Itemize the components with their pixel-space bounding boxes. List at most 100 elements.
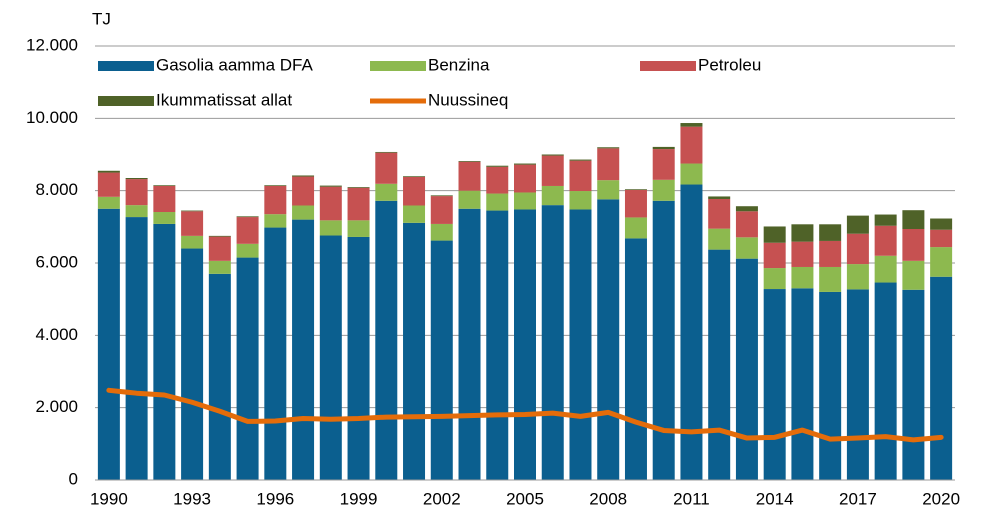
bar-segment — [430, 195, 453, 197]
bar-segment — [208, 260, 231, 274]
line-series — [106, 387, 944, 443]
bar-segment — [319, 186, 342, 221]
bar-segment — [874, 282, 897, 480]
bar-segment — [486, 210, 509, 480]
x-tick-label: 1999 — [340, 489, 378, 508]
bar-segment — [153, 212, 176, 224]
bar-segment — [292, 176, 315, 206]
bar-segment — [486, 166, 509, 194]
bar-segment — [874, 255, 897, 283]
bar-segment — [458, 161, 481, 162]
x-tick-label: 2020 — [922, 489, 960, 508]
bar-segment — [514, 164, 536, 193]
bar-segment — [708, 228, 731, 250]
bar-segment — [347, 187, 370, 221]
bar-segment — [541, 154, 564, 156]
x-tick-label: 2002 — [423, 489, 461, 508]
bar-segment — [97, 172, 120, 197]
bar-segment — [624, 238, 647, 480]
bar-segment — [292, 205, 315, 220]
bar-segment — [680, 123, 703, 127]
bar-segment — [236, 243, 259, 258]
bar-segment — [569, 160, 592, 192]
bar-segment — [458, 161, 481, 191]
legend-swatch — [640, 61, 696, 71]
y-tick-label: 8.000 — [35, 180, 78, 199]
bar-segment — [763, 268, 786, 290]
bar-segment — [846, 289, 869, 480]
x-tick-label: 2011 — [673, 489, 710, 508]
bar-segment — [819, 224, 842, 241]
bar-segment — [846, 233, 869, 265]
legend-label: Nuussineq — [428, 90, 508, 109]
bar-segment — [930, 247, 953, 277]
bar-segment — [347, 187, 370, 188]
y-tick-label: 0 — [69, 469, 78, 488]
bar-segment — [791, 266, 814, 289]
bar-segment — [430, 223, 453, 241]
bar-segment — [153, 185, 176, 186]
bar-segment — [403, 222, 426, 481]
bar-segment — [819, 240, 842, 267]
bar-segment — [375, 183, 398, 201]
legend-label: Benzina — [428, 55, 490, 74]
bar-segment — [735, 211, 758, 238]
bar-segment — [125, 205, 148, 218]
bar-segment — [930, 229, 953, 248]
bar-segment — [264, 227, 287, 480]
bar-segment — [708, 196, 731, 199]
bar-segment — [458, 190, 481, 209]
x-tick-label: 1990 — [90, 489, 128, 508]
bar-segment — [763, 226, 786, 243]
bar-segment — [403, 205, 426, 223]
bar-segment — [846, 264, 869, 290]
y-tick-label: 10.000 — [26, 108, 78, 127]
bar-segment — [153, 185, 176, 213]
bar-segment — [846, 215, 869, 234]
y-tick-label: 2.000 — [35, 397, 78, 416]
bar-segment — [125, 178, 148, 180]
bar-segment — [819, 291, 842, 480]
bar-segment — [181, 210, 204, 212]
x-tick-label: 1993 — [173, 489, 211, 508]
legend-swatch — [98, 96, 154, 106]
bar-segment — [708, 249, 731, 480]
x-tick-label: 2014 — [756, 489, 794, 508]
bar-segment — [97, 208, 120, 480]
bar-segment — [430, 196, 453, 224]
bar-segment — [514, 192, 536, 210]
bar-segment — [97, 170, 120, 173]
bar-segment — [569, 209, 592, 480]
bar-segment — [791, 224, 814, 242]
bar-segment — [347, 236, 370, 480]
bar-segment — [902, 289, 925, 480]
bar-segment — [403, 176, 426, 177]
bar-segment — [930, 218, 953, 230]
legend-swatch — [370, 61, 426, 71]
bar-segment — [597, 180, 620, 200]
bar-segment — [208, 236, 231, 261]
bar-segment — [874, 214, 897, 226]
bar-segment — [236, 217, 259, 244]
bar-segment — [597, 147, 620, 149]
bar-segment — [264, 214, 287, 228]
bar-segment — [597, 199, 620, 480]
bar-segment — [319, 220, 342, 236]
bar-segment — [264, 185, 287, 186]
x-tick-label: 1996 — [256, 489, 294, 508]
bar-segment — [486, 193, 509, 211]
bar-segment — [541, 185, 564, 206]
bar-segment — [735, 206, 758, 212]
bar-segment — [624, 189, 647, 218]
bar-segment — [680, 163, 703, 185]
bar-segment — [902, 229, 925, 261]
bar-segment — [97, 196, 120, 209]
bar-segment — [514, 163, 536, 165]
bar-segment — [652, 179, 675, 201]
bar-segment — [125, 217, 148, 480]
bar-segment — [430, 240, 453, 480]
bar-segment — [680, 126, 703, 164]
y-axis-label: TJ — [92, 9, 111, 28]
bar-segment — [375, 200, 398, 480]
bar-segment — [930, 276, 953, 480]
